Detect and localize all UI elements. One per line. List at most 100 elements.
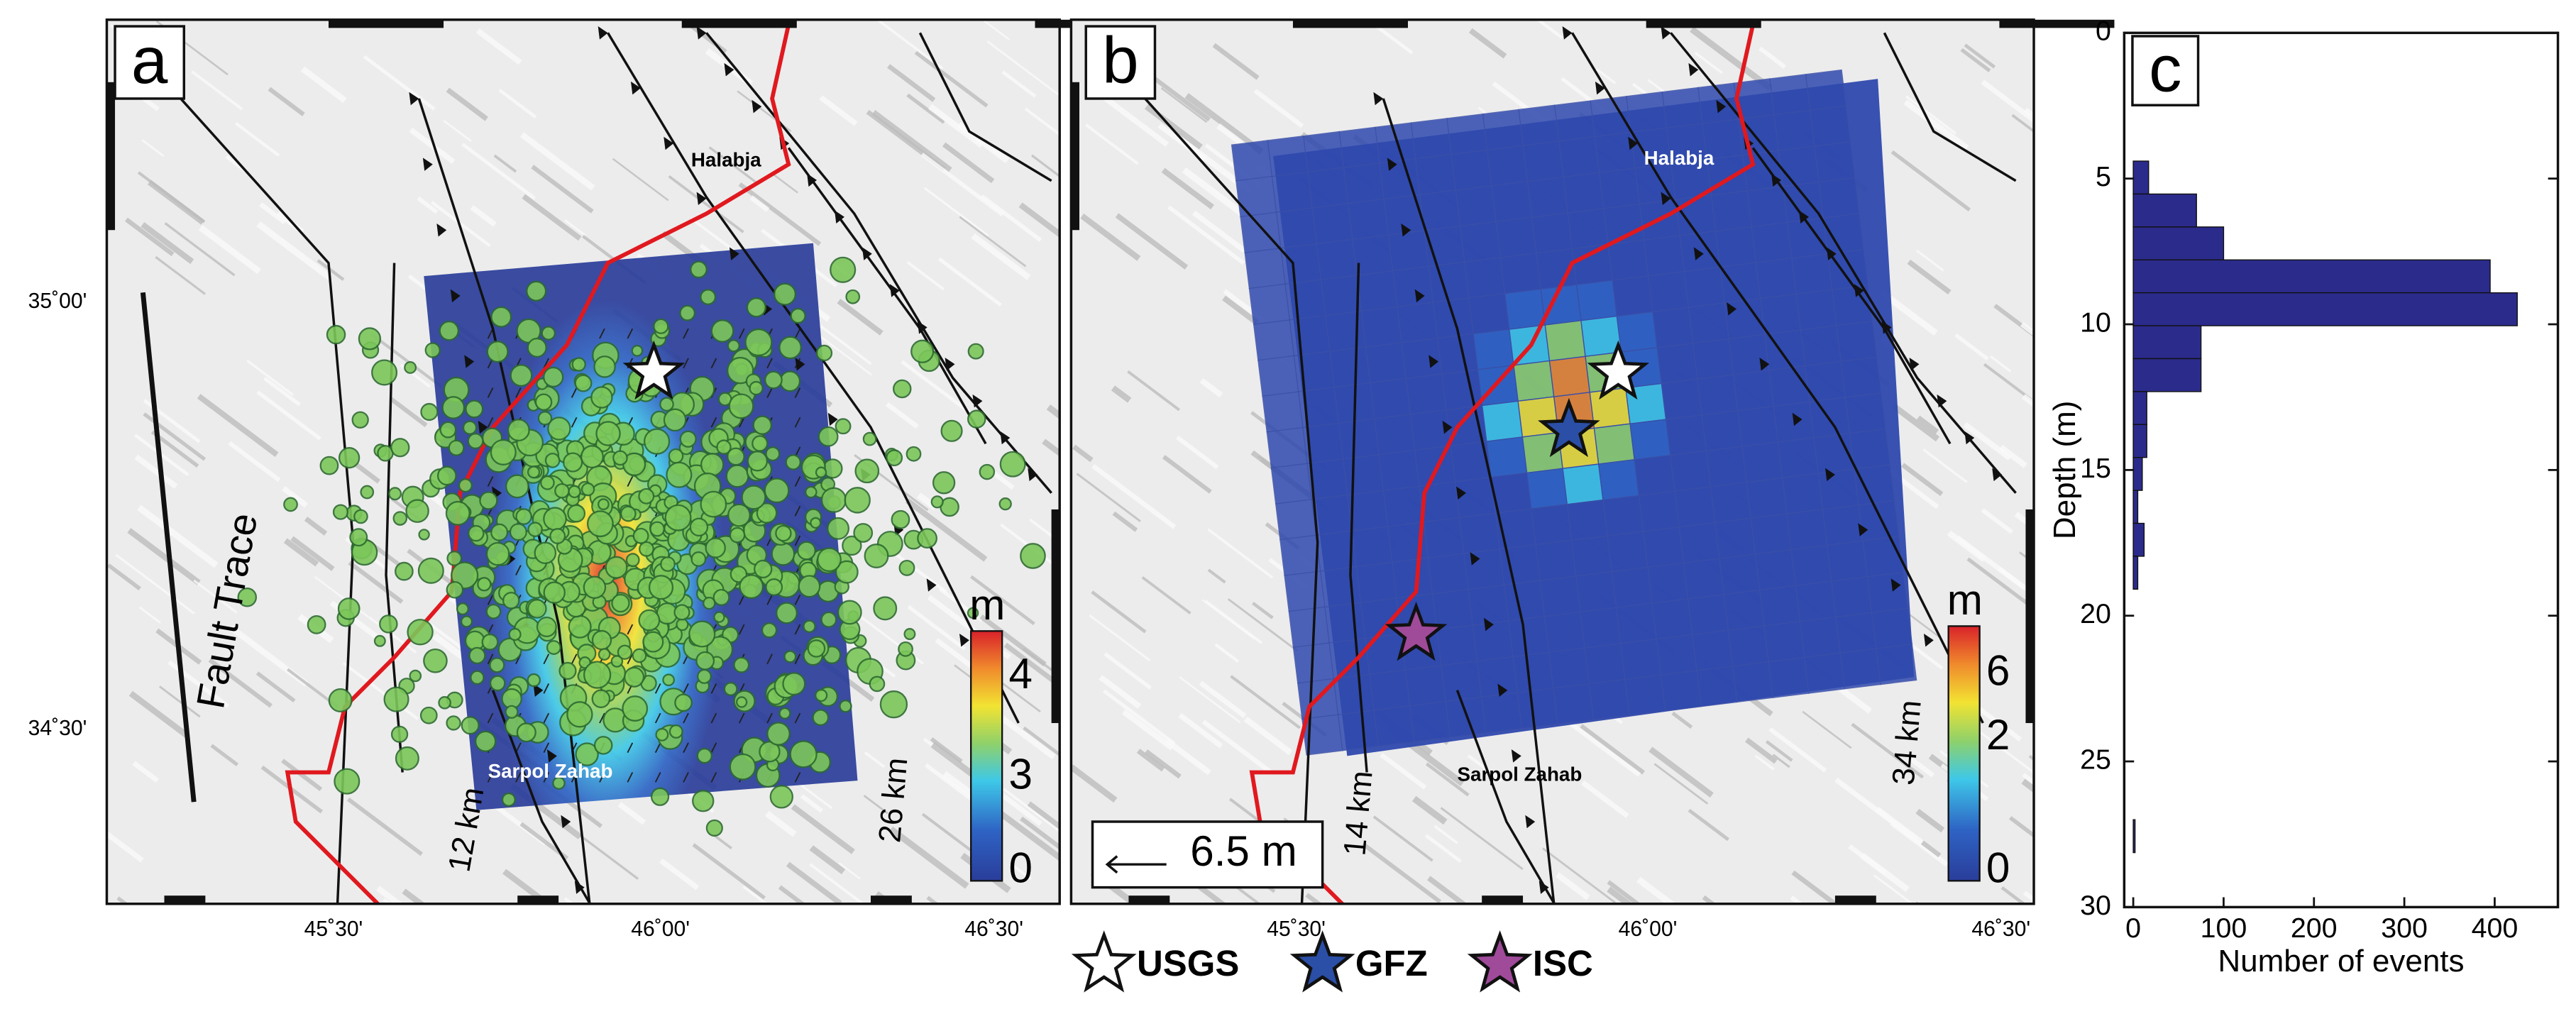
aftershock	[502, 592, 520, 610]
hillshade	[128, 690, 189, 738]
thrust-tooth	[1539, 881, 1549, 894]
aftershock	[481, 633, 499, 651]
fault-line	[1571, 32, 1984, 724]
aftershock	[490, 523, 509, 541]
slip-arrow	[487, 772, 494, 783]
aftershock	[747, 451, 769, 472]
slip-arrow	[627, 772, 634, 783]
aftershock	[624, 666, 645, 688]
slip-patch	[1518, 104, 1560, 146]
hillshade	[1908, 756, 1935, 778]
hillshade	[1099, 675, 1142, 709]
aftershock	[465, 399, 484, 419]
hillshade	[256, 221, 332, 280]
aftershock	[660, 556, 676, 572]
y-tick-label: 10	[2080, 307, 2111, 338]
hillshade	[263, 377, 301, 407]
hillshade	[979, 614, 1047, 667]
slip-patch	[1701, 409, 1743, 452]
slip-patch	[1235, 175, 1277, 218]
slip-patch	[1355, 561, 1397, 603]
slip-patch	[1526, 176, 1569, 219]
slip-arrow	[487, 476, 494, 487]
aftershock	[695, 651, 715, 671]
slip-arrow	[627, 742, 634, 754]
hillshade	[1981, 79, 2035, 123]
hillshade	[283, 538, 319, 567]
slip-patch	[1476, 656, 1519, 698]
hillshade	[519, 132, 595, 191]
aftershock	[575, 742, 599, 766]
thrust-tooth	[1387, 158, 1397, 171]
slip-patch	[1284, 279, 1326, 321]
slip-patch	[1392, 265, 1434, 308]
thrust-tooth	[546, 749, 557, 763]
slip-arrow	[683, 358, 689, 369]
thrust-tooth	[450, 289, 461, 303]
slip-arrow	[710, 772, 717, 783]
thrust-tooth	[561, 815, 571, 829]
hillshade	[1002, 788, 1060, 833]
hillshade	[1433, 825, 1458, 844]
aftershock	[676, 618, 689, 632]
thrust-tooth	[1759, 357, 1770, 371]
aftershock	[807, 639, 826, 658]
slip-patch	[1267, 136, 1309, 177]
aftershock	[485, 603, 502, 619]
aftershock	[446, 580, 464, 599]
hillshade	[1253, 89, 1304, 128]
hillshade	[564, 219, 586, 236]
slip-arrow	[710, 683, 717, 694]
hillshade	[1922, 448, 1968, 483]
slip-patch	[1571, 243, 1613, 285]
slip-patch	[1831, 576, 1873, 618]
slip-patch	[1486, 436, 1528, 478]
y-tick-label: 25	[2080, 744, 2111, 775]
hillshade	[1834, 777, 1917, 842]
slip-arrow	[738, 417, 745, 428]
slip-patch	[1445, 696, 1487, 738]
aftershock	[967, 343, 984, 360]
aftershock	[999, 451, 1026, 478]
slip-arrow	[571, 387, 578, 398]
slip-arrow	[738, 712, 745, 724]
slip-patch	[1652, 307, 1694, 348]
hillshade	[2024, 107, 2035, 119]
aftershock	[417, 557, 444, 584]
hillshade	[791, 804, 855, 854]
aftershock	[735, 696, 748, 708]
slip-patch	[1768, 656, 1810, 698]
slip-patch	[1826, 540, 1868, 582]
slip-patch	[1714, 517, 1756, 559]
hillshade	[1372, 22, 1414, 55]
aftershock	[725, 464, 749, 488]
aftershock	[756, 502, 778, 524]
bar	[2132, 424, 2147, 458]
aftershock	[805, 485, 818, 499]
slip-patch	[1800, 325, 1842, 367]
slip-arrow	[543, 358, 550, 369]
slip-patch	[1758, 585, 1801, 627]
aftershock	[741, 485, 766, 510]
thrust-tooth	[1716, 99, 1727, 114]
bar	[2132, 457, 2143, 491]
slip-patch	[1710, 482, 1752, 524]
hillshade	[749, 195, 770, 212]
slip-patch	[1755, 258, 1797, 299]
aftershock	[727, 339, 740, 353]
hillshade	[1372, 815, 1433, 862]
aftershock	[666, 461, 693, 488]
slip-patch	[1319, 566, 1362, 608]
slip-patch	[1436, 333, 1479, 375]
slip-arrow	[599, 772, 605, 783]
hillshade	[197, 394, 279, 457]
x-tick-label: 300	[2381, 912, 2428, 944]
aftershock	[583, 661, 612, 689]
hillshade	[115, 553, 195, 615]
hillshade	[164, 222, 236, 277]
legend-label: ISC	[1533, 943, 1593, 983]
hillshade	[1960, 48, 1991, 72]
aftershock	[898, 559, 915, 576]
x-tick-label: 100	[2201, 912, 2247, 944]
